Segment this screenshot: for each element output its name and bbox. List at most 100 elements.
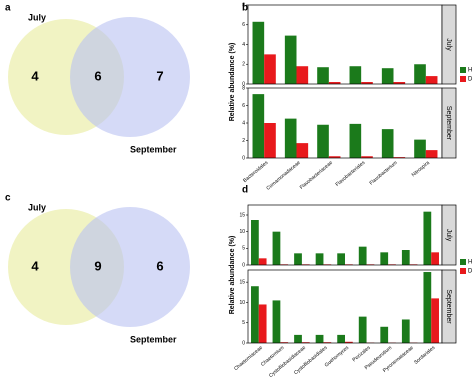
bar	[296, 66, 309, 84]
bar	[323, 342, 332, 343]
bar	[345, 341, 353, 343]
legend-label: H	[468, 260, 472, 266]
y-axis-label: Relative abundance (%)	[229, 236, 236, 315]
x-tick-label: Bacteroidales	[242, 160, 269, 184]
facet-label: September	[445, 289, 452, 324]
bar	[272, 300, 281, 343]
bar	[401, 319, 410, 343]
bar	[361, 82, 373, 84]
x-tick-label: Flavobacterium	[369, 160, 399, 187]
legend-swatch	[460, 259, 466, 265]
y-tick-label: 0	[242, 81, 245, 87]
bar	[264, 54, 276, 84]
venn-count: 4	[31, 258, 39, 273]
legend-label: D	[468, 77, 473, 83]
x-tick-label: Pezizales	[351, 345, 372, 364]
x-tick-label: Cystofilobasidiaceae	[268, 345, 307, 379]
bar	[296, 143, 309, 158]
bar	[423, 272, 432, 343]
bar	[423, 211, 432, 265]
panel-border	[247, 4, 443, 85]
bar	[431, 298, 439, 343]
x-tick-label: Flavobacteriaceae	[299, 160, 334, 191]
bar	[272, 231, 281, 265]
bar	[358, 246, 367, 265]
bar	[381, 68, 394, 84]
panel-border	[247, 87, 443, 159]
x-tick-label: Guehomyces	[324, 345, 351, 369]
facet-strip	[441, 204, 457, 266]
bar	[393, 82, 406, 84]
y-tick-label: 10	[239, 229, 245, 235]
legend-label: D	[468, 269, 473, 275]
set-label: July	[28, 12, 46, 22]
venn-count: 4	[31, 68, 39, 83]
bar	[328, 156, 341, 158]
bar	[380, 252, 389, 265]
bar	[380, 326, 389, 343]
bar	[315, 334, 324, 343]
bar	[284, 118, 297, 158]
y-tick-label: 8	[242, 85, 245, 91]
legend-swatch	[460, 67, 466, 73]
y-tick-label: 2	[242, 138, 245, 144]
x-tick-label: Flavobacteriales	[335, 160, 367, 188]
y-tick-label: 6	[242, 22, 245, 28]
y-tick-label: 0	[242, 340, 245, 346]
bar	[349, 123, 362, 158]
facet-label: July	[445, 38, 452, 51]
bar	[252, 94, 265, 158]
venn-circle	[70, 207, 190, 327]
bar	[358, 316, 367, 343]
facet-strip	[441, 4, 457, 85]
bar	[425, 76, 438, 84]
panel-label: a	[5, 3, 11, 14]
y-axis-label: Relative abundance (%)	[229, 43, 236, 122]
bar	[284, 35, 297, 84]
panel-label: b	[242, 3, 248, 14]
facet-strip	[441, 87, 457, 159]
legend-swatch	[460, 268, 466, 274]
panel-label: c	[5, 193, 11, 204]
bar	[317, 124, 329, 158]
venn-count: 6	[94, 68, 101, 83]
bar	[414, 139, 426, 158]
bar	[301, 342, 310, 343]
facet-label: September	[445, 106, 452, 141]
y-tick-label: 0	[242, 262, 245, 268]
set-label: September	[130, 334, 177, 344]
bar	[401, 250, 410, 265]
bar	[414, 64, 426, 84]
bar	[337, 253, 345, 265]
x-tick-label: Nitrospira	[411, 160, 431, 178]
x-tick-label: Comamonadaceae	[265, 160, 301, 192]
x-tick-label: Sordariales	[413, 345, 437, 366]
venn-count: 9	[94, 258, 101, 273]
y-tick-label: 5	[242, 320, 245, 326]
bar	[431, 252, 439, 265]
bar	[294, 334, 302, 343]
bar	[317, 67, 329, 84]
y-tick-label: 2	[242, 62, 245, 68]
y-tick-label: 15	[239, 212, 245, 218]
y-tick-label: 0	[242, 155, 245, 161]
bar	[294, 253, 302, 265]
set-label: September	[130, 144, 177, 154]
y-tick-label: 4	[242, 42, 245, 48]
legend-label: H	[468, 68, 472, 74]
venn-circle	[70, 17, 190, 137]
bar	[280, 342, 289, 343]
facet-label: July	[445, 229, 452, 242]
bar	[349, 66, 362, 84]
bar	[251, 220, 259, 265]
y-tick-label: 4	[242, 120, 245, 126]
bar	[361, 156, 373, 158]
set-label: July	[28, 202, 46, 212]
bar	[425, 150, 438, 158]
y-tick-label: 5	[242, 246, 245, 252]
bar	[258, 258, 267, 265]
bar	[315, 253, 324, 265]
facet-strip	[441, 269, 457, 344]
x-tick-label: Chaetomiaceae	[233, 345, 264, 372]
y-tick-label: 6	[242, 103, 245, 109]
